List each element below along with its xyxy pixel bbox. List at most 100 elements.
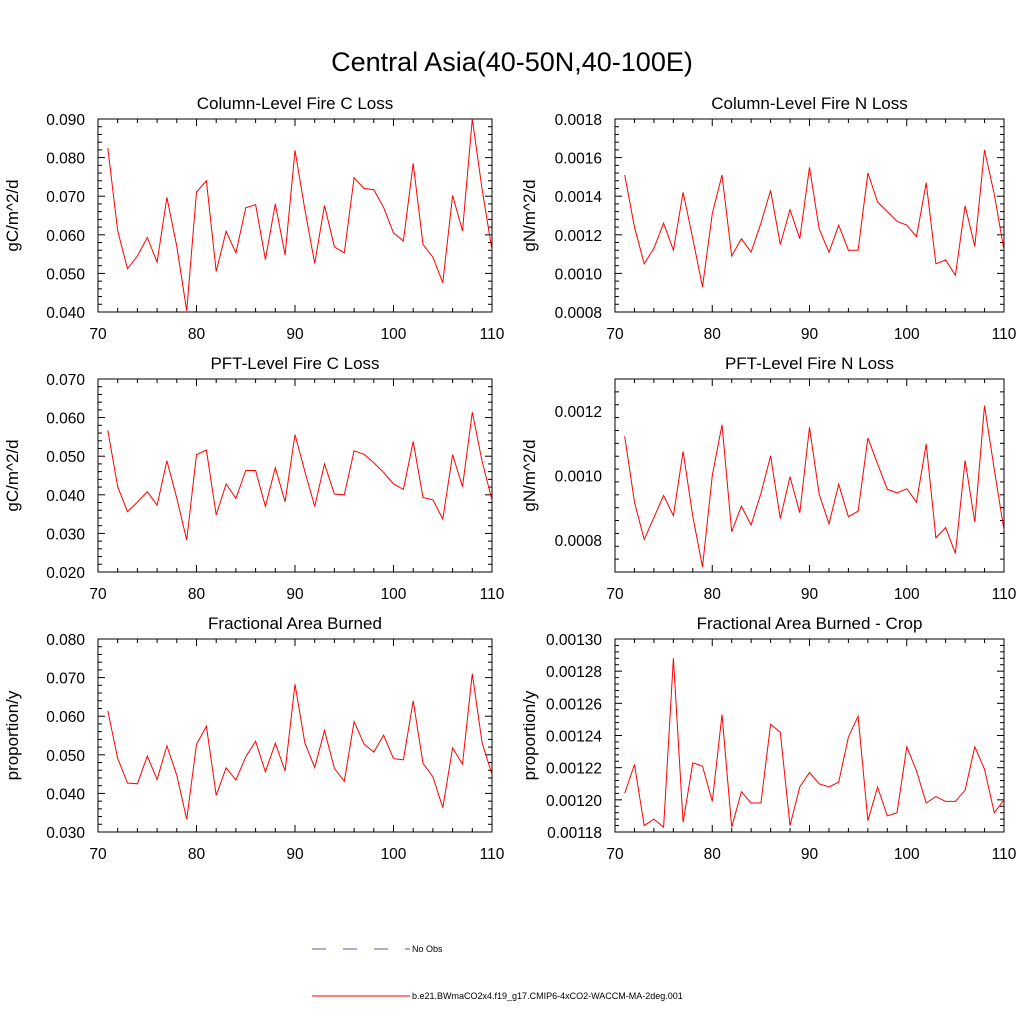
y-tick-label: 0.00130 — [546, 632, 602, 649]
y-axis-label: gC/m^2/d — [3, 179, 22, 251]
y-tick-label: 0.00118 — [547, 825, 602, 842]
x-tick-label: 80 — [188, 326, 206, 343]
x-tick-label: 70 — [89, 326, 107, 343]
y-tick-label: 0.0014 — [555, 189, 603, 206]
panel-title: PFT-Level Fire N Loss — [725, 354, 894, 373]
series-line — [107, 118, 493, 311]
y-tick-label: 0.050 — [46, 748, 85, 765]
x-tick-label: 90 — [801, 326, 819, 343]
y-tick-label: 0.020 — [46, 565, 85, 582]
y-tick-label: 0.00122 — [546, 761, 602, 778]
x-tick-label: 90 — [801, 586, 819, 603]
chart-panel-fractional-area-burned-crop: 70 80 90 100 110 0.00118 0.00120 0.00122 0.00124… — [520, 614, 1017, 863]
plot-frame — [614, 118, 1005, 313]
plot-frame — [614, 378, 1005, 573]
chart-panel-pft-level-fire-n-loss: 70 80 90 100 110 0.0008 0.0010 0.0012 PFT-Level … — [520, 354, 1017, 603]
y-tick-label: 0.060 — [46, 228, 85, 245]
x-tick-label: 90 — [286, 846, 304, 863]
y-axis-label: gC/m^2/d — [3, 439, 22, 511]
y-tick-label: 0.080 — [46, 151, 85, 168]
x-tick-label: 110 — [992, 846, 1017, 863]
y-tick-label: 0.040 — [46, 488, 85, 505]
chart-panel-fractional-area-burned: 70 80 90 100 110 0.030 0.040 0.050 0.060 0.070 0.0… — [3, 614, 505, 863]
x-tick-label: 70 — [606, 586, 624, 603]
y-tick-label: 0.0018 — [555, 112, 602, 129]
y-tick-label: 0.070 — [46, 671, 85, 688]
panel-title: Column-Level Fire C Loss — [197, 94, 394, 113]
series-line — [107, 412, 493, 541]
y-axis-label: proportion/y — [3, 690, 22, 780]
y-tick-label: 0.0010 — [555, 266, 603, 283]
x-tick-label: 90 — [801, 846, 819, 863]
legend-label-no-obs: No Obs — [412, 944, 443, 954]
y-tick-label: 0.0016 — [555, 151, 602, 168]
x-tick-label: 110 — [480, 846, 505, 863]
chart-panel-column-level-fire-c-loss: 70 80 90 100 110 0.040 0.050 0.060 0.070 0.080 0.0… — [3, 94, 505, 343]
x-tick-label: 100 — [894, 326, 920, 343]
y-axis-label: proportion/y — [520, 690, 539, 780]
x-tick-label: 70 — [89, 586, 107, 603]
x-tick-label: 90 — [286, 326, 304, 343]
y-axis-label: gN/m^2/d — [520, 439, 539, 511]
y-tick-label: 0.060 — [46, 411, 85, 428]
series-line — [624, 658, 1005, 829]
x-tick-label: 80 — [188, 846, 206, 863]
series-line — [107, 673, 493, 820]
x-tick-label: 70 — [89, 846, 107, 863]
y-tick-label: 0.0012 — [555, 404, 602, 421]
panel-title: Fractional Area Burned — [208, 614, 382, 633]
y-tick-label: 0.050 — [46, 266, 85, 283]
legend-label-model: b.e21.BWmaCO2x4.f19_g17.CMIP6-4xCO2-WACC… — [412, 991, 683, 1001]
y-tick-label: 0.0008 — [555, 533, 602, 550]
panel-title: Fractional Area Burned - Crop — [697, 614, 923, 633]
y-tick-label: 0.060 — [46, 709, 85, 726]
y-tick-label: 0.0008 — [555, 305, 602, 322]
y-tick-label: 0.030 — [46, 825, 85, 842]
y-tick-label: 0.00120 — [546, 793, 602, 810]
x-tick-label: 100 — [381, 846, 407, 863]
x-tick-label: 80 — [704, 326, 722, 343]
x-tick-label: 100 — [381, 586, 407, 603]
x-tick-label: 110 — [992, 586, 1017, 603]
x-tick-label: 80 — [704, 586, 722, 603]
plot-frame — [614, 638, 1005, 833]
panels: 70 80 90 100 110 0.040 0.050 0.060 0.070 0.080 0.0… — [3, 94, 1017, 863]
x-tick-label: 80 — [704, 846, 722, 863]
x-tick-label: 100 — [381, 326, 407, 343]
chart-panel-column-level-fire-n-loss: 70 80 90 100 110 0.0008 0.0010 0.0012 0.0014 0.00… — [520, 94, 1017, 343]
y-axis-label: gN/m^2/d — [520, 179, 539, 251]
y-tick-label: 0.0010 — [555, 469, 603, 486]
y-tick-label: 0.080 — [46, 632, 85, 649]
plot-frame — [97, 118, 493, 313]
panel-title: Column-Level Fire N Loss — [711, 94, 908, 113]
x-tick-label: 90 — [286, 586, 304, 603]
x-tick-label: 110 — [480, 586, 505, 603]
y-tick-label: 0.070 — [46, 189, 85, 206]
x-tick-label: 100 — [894, 586, 920, 603]
y-tick-label: 0.070 — [46, 372, 85, 389]
plot-frame — [97, 378, 493, 573]
x-tick-label: 100 — [894, 846, 920, 863]
figure-title: Central Asia(40-50N,40-100E) — [331, 47, 693, 77]
y-tick-label: 0.030 — [46, 526, 85, 543]
y-tick-label: 0.0012 — [555, 228, 602, 245]
y-tick-label: 0.00128 — [546, 664, 602, 681]
panel-title: PFT-Level Fire C Loss — [210, 354, 379, 373]
y-tick-label: 0.00124 — [546, 729, 602, 746]
series-line — [624, 405, 1005, 567]
x-tick-label: 110 — [992, 326, 1017, 343]
legend: No Obs b.e21.BWmaCO2x4.f19_g17.CMIP6-4xC… — [312, 944, 683, 1001]
x-tick-label: 70 — [606, 846, 624, 863]
y-tick-label: 0.050 — [46, 449, 85, 466]
x-tick-label: 70 — [606, 326, 624, 343]
y-tick-label: 0.040 — [46, 786, 85, 803]
y-tick-label: 0.00126 — [546, 696, 602, 713]
chart-panel-pft-level-fire-c-loss: 70 80 90 100 110 0.020 0.030 0.040 0.050 0.060 0.0… — [3, 354, 505, 603]
series-line — [624, 149, 1005, 287]
x-tick-label: 110 — [480, 326, 505, 343]
y-tick-label: 0.090 — [46, 112, 85, 129]
y-tick-label: 0.040 — [46, 305, 85, 322]
plot-frame — [97, 638, 493, 833]
x-tick-label: 80 — [188, 586, 206, 603]
